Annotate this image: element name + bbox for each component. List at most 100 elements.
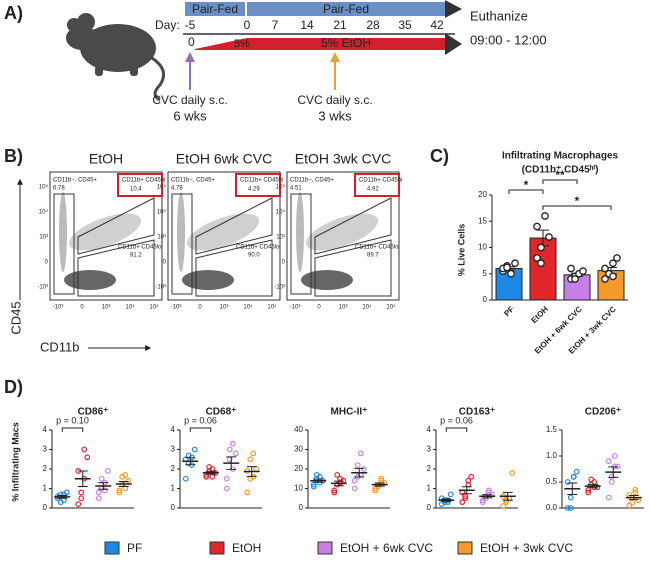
- data-point: [500, 503, 507, 509]
- flow-x-tick: 10⁴: [362, 304, 372, 311]
- sem-bar: [185, 457, 196, 466]
- legend-label: EtOH: [232, 541, 261, 555]
- day-tick: 14: [300, 18, 314, 32]
- y-tick-label: 4: [43, 425, 48, 434]
- data-point: [357, 450, 364, 457]
- x-tick-label: EtOH: [529, 304, 550, 325]
- data-point: [313, 471, 320, 478]
- sem-bar: [567, 482, 578, 495]
- flow-cloud: [301, 270, 353, 290]
- euthanize-time: 09:00 - 12:00: [470, 32, 547, 47]
- chart-title: CD68⁺: [206, 407, 237, 418]
- data-point: [223, 475, 230, 482]
- data-point: [310, 483, 317, 490]
- data-point: [95, 495, 102, 502]
- data-point: [465, 477, 472, 484]
- data-point: [632, 489, 639, 496]
- day-label: Day:: [155, 18, 180, 32]
- flow-y-tick: -10³: [37, 285, 48, 291]
- data-point: [601, 275, 609, 283]
- data-point: [119, 473, 126, 480]
- pair-fed-label: Pair-Fed: [192, 2, 238, 16]
- legend-label: EtOH + 6wk CVC: [340, 541, 433, 555]
- data-point: [573, 468, 580, 475]
- flow-x-tick: -10³: [171, 305, 182, 311]
- data-point: [78, 489, 85, 496]
- data-point: [232, 450, 239, 457]
- data-point: [503, 263, 511, 272]
- flow-x-tick: 0: [80, 305, 84, 311]
- data-point: [479, 499, 486, 506]
- data-point: [629, 499, 636, 506]
- panel-label: D): [4, 377, 23, 397]
- gate-name: CD11b−, CD45+: [53, 178, 97, 184]
- flow-x-tick: 10⁴: [243, 304, 253, 311]
- legend-label: EtOH + 3wk CVC: [480, 541, 573, 555]
- gate: [314, 197, 392, 255]
- sem-bar: [77, 470, 88, 488]
- data-point: [567, 505, 574, 511]
- gate: [195, 239, 273, 297]
- sem-bar: [57, 495, 68, 499]
- flow-cloud: [296, 192, 304, 272]
- flow-x-tick: 0: [317, 305, 321, 311]
- data-point: [57, 499, 64, 506]
- day-tick: 21: [333, 18, 347, 32]
- x-tick-label: PF: [502, 304, 516, 318]
- data-point: [632, 486, 639, 493]
- data-point: [351, 477, 358, 484]
- flow-x-tick: 0: [198, 305, 202, 311]
- flow-x-tick: -10³: [290, 305, 301, 311]
- gate-name: CD11b−, CD45+: [290, 178, 334, 184]
- data-point: [331, 489, 338, 496]
- gate-value: 4.92: [367, 187, 379, 193]
- panel-label: A): [4, 3, 23, 23]
- flow-x-tick: 10³: [102, 305, 111, 311]
- y-tick-label: 0: [43, 503, 48, 512]
- flow-x-tick: 10³: [220, 305, 229, 311]
- data-point: [116, 487, 123, 494]
- sem-bar: [587, 484, 598, 489]
- gate-value: 10.4: [130, 187, 142, 193]
- data-point: [337, 479, 344, 486]
- sem-bar: [226, 456, 237, 470]
- data-point: [253, 466, 260, 472]
- data-point: [605, 494, 612, 501]
- sem-bar: [333, 480, 344, 487]
- data-point: [509, 470, 516, 476]
- gate-highlight: [117, 173, 163, 197]
- y-tick-label: 1: [427, 484, 432, 493]
- sem-bar: [461, 486, 472, 495]
- y-tick-label: 4: [427, 425, 432, 434]
- flow-y-tick: 10³: [157, 235, 166, 241]
- legend-swatch: [317, 541, 333, 555]
- annotation: p = 0.06: [440, 415, 473, 425]
- y-tick-label: 0: [483, 295, 488, 304]
- data-point: [511, 259, 519, 268]
- day-tick: 0: [244, 18, 251, 32]
- treatment-text: CVC daily s.c.: [152, 93, 227, 107]
- data-point: [354, 462, 361, 469]
- gate: [314, 239, 392, 297]
- flow-frame: [286, 171, 400, 301]
- y-tick-label: 1.5: [546, 425, 558, 434]
- annotation: p = 0.06: [184, 415, 217, 425]
- flow-title: EtOH 6wk CVC: [176, 151, 272, 167]
- sem-bar: [313, 478, 324, 483]
- data-point: [95, 489, 102, 496]
- data-point: [378, 475, 385, 482]
- gate-value: 89.7: [367, 253, 379, 259]
- data-point: [462, 495, 469, 502]
- gate-value: 4.29: [248, 187, 260, 193]
- data-point: [533, 254, 541, 262]
- data-point: [331, 487, 338, 494]
- significance-label: **: [555, 168, 565, 182]
- treatment-arrow-head: [185, 52, 195, 62]
- legend-swatch: [209, 541, 225, 555]
- treatment-text: CVC daily s.c.: [297, 93, 372, 107]
- flow-y-label: CD45: [8, 301, 23, 334]
- sem-bar: [246, 466, 257, 477]
- y-tick-label: 1.0: [546, 451, 558, 460]
- panel-label: B): [4, 146, 23, 166]
- data-point: [545, 233, 553, 241]
